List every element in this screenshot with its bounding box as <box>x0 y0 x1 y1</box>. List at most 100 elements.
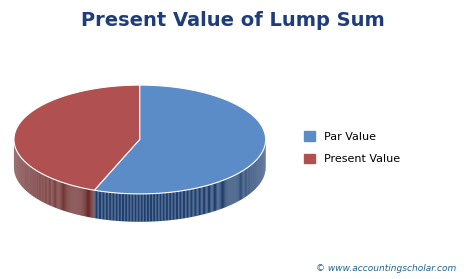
Polygon shape <box>148 194 150 222</box>
Polygon shape <box>217 182 219 210</box>
Polygon shape <box>111 193 113 220</box>
Polygon shape <box>49 177 50 205</box>
Polygon shape <box>198 187 199 216</box>
Polygon shape <box>247 167 248 196</box>
Polygon shape <box>45 175 46 204</box>
Polygon shape <box>244 169 245 198</box>
Legend: Par Value, Present Value: Par Value, Present Value <box>299 127 404 169</box>
Polygon shape <box>81 187 82 216</box>
Polygon shape <box>97 191 99 219</box>
Polygon shape <box>47 176 48 205</box>
Polygon shape <box>253 162 254 191</box>
Polygon shape <box>34 169 35 198</box>
Polygon shape <box>174 192 176 220</box>
Polygon shape <box>234 175 235 203</box>
Polygon shape <box>223 180 224 208</box>
Polygon shape <box>65 183 66 211</box>
Polygon shape <box>214 183 215 211</box>
Polygon shape <box>72 185 73 213</box>
Polygon shape <box>236 174 237 202</box>
Polygon shape <box>145 194 147 222</box>
Polygon shape <box>248 167 249 195</box>
Polygon shape <box>117 193 119 221</box>
Polygon shape <box>190 189 191 217</box>
Polygon shape <box>80 187 81 215</box>
Polygon shape <box>196 188 198 216</box>
Polygon shape <box>212 184 214 212</box>
Polygon shape <box>258 157 259 186</box>
Polygon shape <box>185 190 187 218</box>
Polygon shape <box>233 175 234 204</box>
Polygon shape <box>14 85 140 190</box>
Polygon shape <box>139 194 141 222</box>
Polygon shape <box>38 171 39 200</box>
Polygon shape <box>88 189 89 217</box>
Polygon shape <box>193 188 195 217</box>
Polygon shape <box>25 162 26 190</box>
Polygon shape <box>229 177 231 206</box>
Polygon shape <box>66 184 67 212</box>
Text: Present
Value of
Lump Sum,
$790,000: Present Value of Lump Sum, $790,000 <box>31 104 101 151</box>
Polygon shape <box>53 179 54 207</box>
Polygon shape <box>243 170 244 199</box>
Polygon shape <box>201 187 203 215</box>
Polygon shape <box>60 182 61 210</box>
Polygon shape <box>133 194 135 222</box>
Polygon shape <box>99 191 100 219</box>
Polygon shape <box>171 192 173 220</box>
Polygon shape <box>240 172 241 200</box>
Polygon shape <box>254 161 255 190</box>
Polygon shape <box>157 193 158 221</box>
Polygon shape <box>164 193 165 221</box>
Polygon shape <box>155 193 157 221</box>
Polygon shape <box>216 182 217 211</box>
Text: © www.accountingscholar.com: © www.accountingscholar.com <box>316 264 457 273</box>
Polygon shape <box>204 186 205 214</box>
Polygon shape <box>93 190 95 218</box>
Polygon shape <box>106 192 107 220</box>
Polygon shape <box>90 189 91 218</box>
Polygon shape <box>79 187 80 215</box>
Polygon shape <box>48 177 49 205</box>
Polygon shape <box>42 174 43 202</box>
Polygon shape <box>86 189 87 217</box>
Polygon shape <box>130 194 132 222</box>
Polygon shape <box>110 192 111 220</box>
Polygon shape <box>56 180 57 208</box>
Polygon shape <box>252 164 253 192</box>
Polygon shape <box>200 187 201 215</box>
Text: Present
Value of
Lump Sum,
$1,000,000: Present Value of Lump Sum, $1,000,000 <box>173 113 243 160</box>
Polygon shape <box>238 173 239 201</box>
Polygon shape <box>96 191 97 218</box>
Polygon shape <box>44 175 45 203</box>
Polygon shape <box>184 190 185 218</box>
Polygon shape <box>257 158 258 187</box>
Polygon shape <box>63 182 64 211</box>
Polygon shape <box>76 187 77 215</box>
Polygon shape <box>55 180 56 208</box>
Polygon shape <box>161 193 163 221</box>
Polygon shape <box>215 183 216 211</box>
Polygon shape <box>141 194 142 222</box>
Polygon shape <box>57 180 58 209</box>
Polygon shape <box>225 179 226 207</box>
Polygon shape <box>46 176 47 204</box>
Polygon shape <box>152 194 154 222</box>
Polygon shape <box>222 180 223 209</box>
Polygon shape <box>227 178 228 206</box>
Polygon shape <box>92 190 93 218</box>
Polygon shape <box>144 194 145 222</box>
Polygon shape <box>192 189 193 217</box>
Polygon shape <box>147 194 148 222</box>
Polygon shape <box>226 179 227 207</box>
Polygon shape <box>169 192 170 220</box>
Polygon shape <box>199 187 200 215</box>
Polygon shape <box>84 188 85 216</box>
Polygon shape <box>28 165 29 193</box>
Text: Present Value of Lump Sum: Present Value of Lump Sum <box>81 11 385 30</box>
Polygon shape <box>138 194 139 222</box>
Polygon shape <box>54 179 55 208</box>
Polygon shape <box>170 192 171 220</box>
Polygon shape <box>95 190 96 218</box>
Polygon shape <box>68 184 69 212</box>
